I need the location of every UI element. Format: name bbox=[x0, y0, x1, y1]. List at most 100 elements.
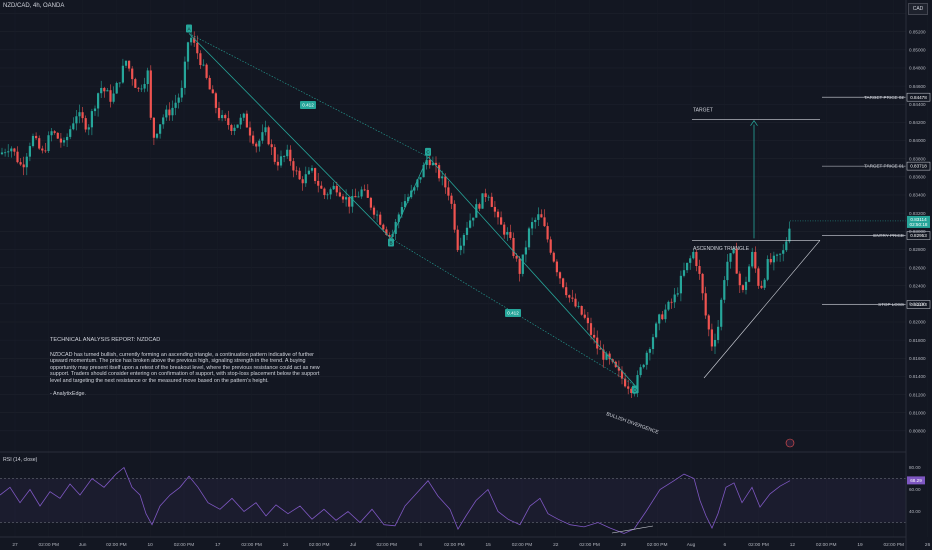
candle-body bbox=[332, 185, 335, 190]
candle-body bbox=[599, 348, 602, 350]
candle-body bbox=[732, 249, 735, 254]
candle-body bbox=[490, 196, 493, 207]
candle-body bbox=[534, 219, 537, 223]
candle-body bbox=[128, 60, 131, 69]
candle-body bbox=[648, 349, 651, 353]
time-tick-label: 24 bbox=[283, 542, 289, 548]
candle-body bbox=[757, 268, 760, 286]
candle-body bbox=[673, 294, 676, 303]
candle-body bbox=[710, 329, 713, 347]
candle-body bbox=[741, 285, 744, 290]
candle-body bbox=[171, 107, 174, 116]
candle-body bbox=[403, 201, 407, 208]
candle-body bbox=[345, 197, 348, 200]
candle-body bbox=[655, 323, 658, 338]
price-tick-label: 0.85200 bbox=[909, 29, 926, 34]
candle-body bbox=[484, 193, 487, 198]
candle-body bbox=[701, 273, 704, 294]
time-tick-label: 27 bbox=[12, 542, 18, 548]
candle-body bbox=[214, 93, 217, 108]
currency-button[interactable]: CAD bbox=[908, 3, 928, 15]
candle-body bbox=[47, 135, 50, 152]
candle-body bbox=[183, 61, 186, 88]
candle-body bbox=[97, 93, 100, 109]
candle-body bbox=[264, 127, 267, 133]
candle-body bbox=[593, 334, 596, 338]
candle-body bbox=[162, 117, 165, 125]
candle-body bbox=[713, 339, 717, 347]
triangle-support bbox=[703, 240, 821, 379]
candle-body bbox=[292, 161, 295, 171]
pattern-point-label: B bbox=[389, 240, 392, 245]
candle-body bbox=[69, 129, 72, 137]
candle-body bbox=[357, 196, 360, 198]
candle-body bbox=[549, 239, 552, 253]
time-tick-label: 02:00 PM bbox=[579, 542, 600, 548]
candle-body bbox=[413, 187, 416, 191]
candle-body bbox=[44, 150, 47, 152]
price-tick-label: 0.81600 bbox=[909, 356, 926, 361]
candle-body bbox=[515, 255, 518, 259]
candle-body bbox=[670, 301, 673, 303]
candle-body bbox=[59, 138, 62, 143]
candle-body bbox=[323, 188, 326, 196]
candle-body bbox=[543, 217, 546, 227]
pattern-point-label: A bbox=[187, 26, 191, 31]
candle-body bbox=[152, 117, 155, 138]
candle-body bbox=[221, 115, 224, 119]
level-value: 0.82953 bbox=[910, 233, 927, 238]
level-value: 0.84478 bbox=[910, 95, 927, 100]
candle-body bbox=[729, 253, 732, 262]
candle-body bbox=[50, 131, 53, 136]
time-axis[interactable]: 27 02:00 PM Jun 02:00 PM 10 02:00 PM 17 02:00 P… bbox=[0, 536, 931, 548]
candle-body bbox=[78, 112, 81, 117]
candle-body bbox=[363, 189, 366, 191]
candle-body bbox=[602, 349, 605, 360]
candle-body bbox=[586, 317, 589, 324]
fib-ratio-marker bbox=[505, 309, 521, 317]
candle-body bbox=[500, 217, 503, 225]
rsi-current-tag bbox=[907, 476, 925, 485]
pattern-point-marker bbox=[388, 238, 394, 247]
candle-body bbox=[630, 388, 633, 393]
candle-body bbox=[121, 65, 124, 83]
candle-body bbox=[472, 217, 475, 221]
pattern-leg-ab bbox=[188, 33, 392, 239]
candle-body bbox=[38, 138, 41, 149]
candle-body bbox=[565, 287, 568, 296]
candle-body bbox=[270, 144, 273, 148]
candle-body bbox=[779, 253, 782, 255]
pattern-point-marker bbox=[632, 385, 638, 394]
candle-body bbox=[608, 353, 611, 360]
rsi-tick-label: 60.00 bbox=[909, 487, 921, 492]
candle-body bbox=[651, 337, 655, 350]
level-name: TARGET PRICE 02 bbox=[864, 95, 904, 100]
level-value: 0.83718 bbox=[910, 164, 927, 169]
candle-body bbox=[524, 247, 527, 255]
fib-ratio-label: 0.412 bbox=[302, 103, 314, 108]
level-value-tag bbox=[906, 161, 931, 171]
candle-body bbox=[661, 314, 664, 320]
price-tick-label: 0.83400 bbox=[909, 193, 926, 198]
candle-body bbox=[726, 261, 729, 281]
candle-body bbox=[382, 224, 385, 230]
time-tick-label: 8 bbox=[419, 542, 422, 548]
candle-body bbox=[233, 127, 236, 132]
candle-body bbox=[35, 135, 38, 139]
price-axis[interactable]: 0.854000.852000.850000.848000.846000.844… bbox=[905, 0, 926, 550]
candle-body bbox=[369, 197, 372, 208]
candle-body bbox=[335, 185, 338, 193]
time-tick-label: 02:00 PM bbox=[174, 542, 195, 548]
target-arrow-head bbox=[750, 119, 758, 126]
candle-body bbox=[416, 179, 419, 188]
time-tick-label: 29 bbox=[621, 542, 627, 548]
time-tick-label: 15 bbox=[486, 542, 492, 548]
candle-body bbox=[100, 87, 103, 94]
rsi-panel: 68.29 bbox=[0, 451, 925, 534]
level-value-tag bbox=[906, 231, 931, 240]
candle-body bbox=[456, 229, 459, 251]
candle-body bbox=[211, 89, 214, 94]
candle-body bbox=[354, 196, 357, 198]
candle-body bbox=[760, 285, 763, 288]
